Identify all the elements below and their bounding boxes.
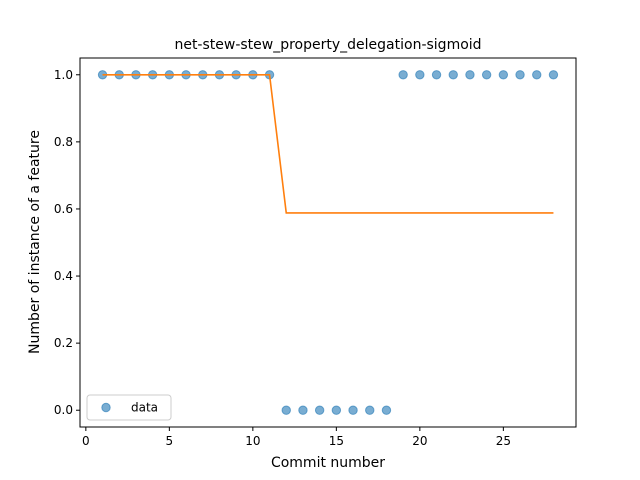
y-tick-label: 0.2: [54, 336, 73, 350]
y-axis-label: Number of instance of a feature: [27, 130, 43, 354]
y-tick-label: 0.8: [54, 135, 73, 149]
legend: data: [86, 394, 172, 421]
x-tick-label: 20: [412, 434, 427, 448]
chart-title: net-stew-stew_property_delegation-sigmoi…: [174, 37, 481, 53]
legend-box: [86, 394, 172, 421]
y-tick-label: 0.6: [54, 202, 73, 216]
y-tick-label: 1.0: [54, 68, 73, 82]
axes-border: [79, 57, 577, 428]
fit-line: [102, 73, 554, 214]
legend-label: data: [131, 401, 158, 415]
x-axis-label: Commit number: [271, 455, 385, 471]
y-tick-label: 0.4: [54, 269, 73, 283]
data-point: [365, 405, 375, 415]
x-tick-label: 10: [245, 434, 260, 448]
data-point: [548, 70, 559, 80]
data-point: [298, 405, 308, 415]
data-point: [431, 70, 442, 80]
data-point: [515, 70, 525, 80]
legend-marker: [101, 402, 111, 413]
x-tick-label: 15: [329, 434, 344, 448]
data-point: [331, 405, 342, 415]
data-point: [314, 405, 325, 415]
data-point: [381, 405, 392, 415]
axes-frame: [79, 57, 577, 428]
data-point: [348, 405, 358, 415]
plot-area: [97, 70, 559, 415]
x-tick-label: 25: [496, 434, 511, 448]
data-point: [465, 70, 475, 80]
y-axis-ticks: 0.0 0.2 0.4 0.6 0.8 1.0: [54, 68, 80, 417]
data-point: [281, 405, 291, 415]
data-point: [398, 70, 408, 80]
data-point: [415, 70, 425, 80]
x-tick-label: 5: [166, 434, 174, 448]
y-tick-label: 0.0: [54, 403, 73, 417]
data-point: [481, 70, 492, 80]
x-tick-label: 0: [82, 434, 90, 448]
x-axis-ticks: 0 5 10 15 20 25: [82, 427, 511, 448]
data-point: [498, 70, 509, 80]
data-point: [532, 70, 542, 80]
data-point: [448, 70, 458, 80]
